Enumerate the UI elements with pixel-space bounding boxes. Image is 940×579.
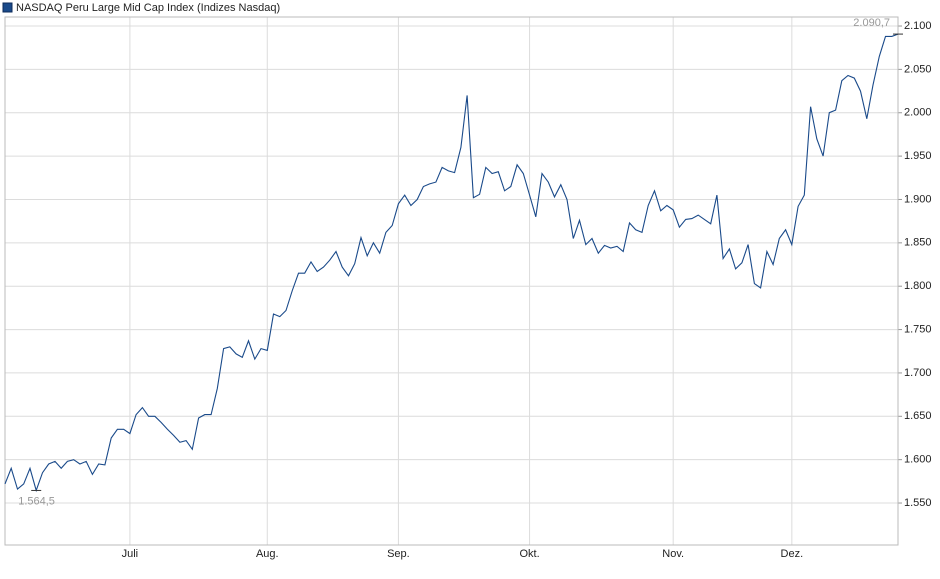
y-tick-label: 1.900	[904, 193, 932, 205]
line	[4, 33, 899, 493]
annotation-label: 1.564,5	[18, 495, 55, 507]
y-tick-label: 1.700	[904, 367, 932, 379]
y-tick-label: 2.100	[904, 20, 932, 32]
plot-frame	[4, 16, 899, 546]
x-tick-label: Dez.	[781, 548, 804, 560]
y-tick-label: 1.750	[904, 323, 932, 335]
x-tick-label: Aug.	[256, 548, 279, 560]
y-tick-label: 1.800	[904, 280, 932, 292]
y-tick-label: 2.000	[904, 107, 932, 119]
x-tick-label: Okt.	[519, 548, 539, 560]
y-tick-label: 1.600	[904, 454, 932, 466]
x-tick-label: Juli	[122, 548, 139, 560]
y-tick-label: 1.950	[904, 150, 932, 162]
annotation-label: 2.090,7	[853, 17, 890, 29]
x-tick-label: Sep.	[387, 548, 410, 560]
y-tick-label: 1.550	[904, 497, 932, 509]
x-tick-label: Nov.	[662, 548, 684, 560]
y-tick-label: 1.650	[904, 410, 932, 422]
legend-swatch	[2, 2, 13, 13]
y-tick-label: 2.050	[904, 63, 932, 75]
y-tick-label: 1.850	[904, 237, 932, 249]
legend-label: NASDAQ Peru Large Mid Cap Index (Indizes…	[16, 2, 280, 14]
